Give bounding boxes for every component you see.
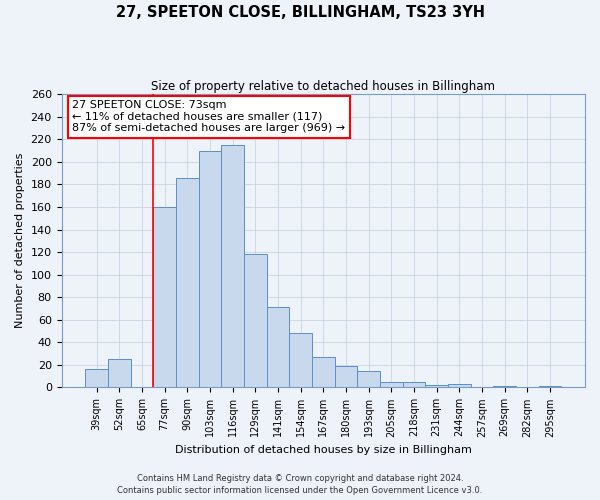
Text: 27 SPEETON CLOSE: 73sqm
← 11% of detached houses are smaller (117)
87% of semi-d: 27 SPEETON CLOSE: 73sqm ← 11% of detache… [72, 100, 345, 133]
Bar [448, 384, 470, 388]
Bar [357, 370, 380, 388]
Bar [335, 366, 357, 388]
Bar [244, 254, 266, 388]
Bar [539, 386, 561, 388]
Bar [176, 178, 199, 388]
Bar [221, 145, 244, 388]
Bar [266, 308, 289, 388]
Title: Size of property relative to detached houses in Billingham: Size of property relative to detached ho… [151, 80, 495, 93]
Bar [425, 385, 448, 388]
Bar [380, 382, 403, 388]
Bar [199, 150, 221, 388]
Bar [108, 359, 131, 388]
Bar [85, 370, 108, 388]
Text: Contains HM Land Registry data © Crown copyright and database right 2024.
Contai: Contains HM Land Registry data © Crown c… [118, 474, 482, 495]
X-axis label: Distribution of detached houses by size in Billingham: Distribution of detached houses by size … [175, 445, 472, 455]
Bar [289, 334, 312, 388]
Y-axis label: Number of detached properties: Number of detached properties [15, 153, 25, 328]
Text: 27, SPEETON CLOSE, BILLINGHAM, TS23 3YH: 27, SPEETON CLOSE, BILLINGHAM, TS23 3YH [115, 5, 485, 20]
Bar [403, 382, 425, 388]
Bar [154, 207, 176, 388]
Bar [312, 357, 335, 388]
Bar [493, 386, 516, 388]
